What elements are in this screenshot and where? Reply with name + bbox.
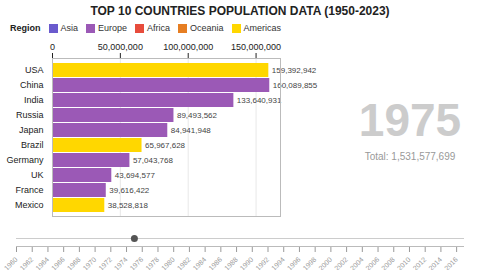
html-text:Americas: Americas: [243, 23, 282, 33]
svg-text:43,694,577: 43,694,577: [115, 171, 156, 180]
svg-text:1978: 1978: [144, 256, 160, 270]
svg-text:1962: 1962: [19, 256, 35, 270]
svg-text:1994: 1994: [270, 256, 286, 270]
svg-text:1986: 1986: [207, 256, 223, 270]
svg-text:Germany: Germany: [6, 155, 44, 165]
svg-text:1968: 1968: [66, 256, 82, 270]
svg-text:1992: 1992: [254, 256, 270, 270]
svg-text:Brazil: Brazil: [21, 140, 44, 150]
svg-text:Russia: Russia: [16, 110, 44, 120]
svg-text:159,392,942: 159,392,942: [272, 66, 317, 75]
svg-text:2014: 2014: [427, 256, 443, 270]
svg-text:Mexico: Mexico: [15, 200, 44, 210]
html-text:Total: 1,531,577,699: Total: 1,531,577,699: [364, 150, 456, 162]
svg-text:133,640,931: 133,640,931: [237, 96, 282, 105]
html-text:Europe: Europe: [98, 23, 127, 33]
svg-text:2006: 2006: [364, 256, 380, 270]
svg-text:1998: 1998: [301, 256, 317, 270]
svg-text:India: India: [24, 95, 44, 105]
svg-text:39,616,422: 39,616,422: [109, 186, 150, 195]
svg-text:1966: 1966: [50, 256, 66, 270]
svg-text:50,000,000: 50,000,000: [98, 42, 143, 52]
svg-text:1988: 1988: [223, 256, 239, 270]
svg-text:89,493,562: 89,493,562: [177, 111, 218, 120]
html-text:1975: 1975: [358, 93, 462, 146]
svg-text:Japan: Japan: [19, 125, 44, 135]
svg-text:84,941,948: 84,941,948: [171, 126, 212, 135]
svg-text:1960: 1960: [3, 256, 19, 270]
svg-text:1972: 1972: [97, 256, 113, 270]
svg-text:2008: 2008: [380, 256, 396, 270]
html-text:Africa: Africa: [147, 23, 171, 33]
svg-text:57,043,768: 57,043,768: [133, 156, 174, 165]
svg-text:1964: 1964: [34, 256, 50, 270]
svg-text:0: 0: [50, 42, 55, 52]
svg-text:UK: UK: [31, 170, 44, 180]
html-text:Oceania: Oceania: [190, 23, 224, 33]
svg-text:2000: 2000: [317, 256, 333, 270]
html-text:Asia: Asia: [60, 23, 78, 33]
svg-text:100,000,000: 100,000,000: [163, 42, 213, 52]
svg-text:2004: 2004: [349, 256, 365, 270]
svg-text:65,967,628: 65,967,628: [145, 141, 186, 150]
html-text:TOP 10 COUNTRIES POPULATION DA: TOP 10 COUNTRIES POPULATION DATA (1950-2…: [90, 4, 390, 18]
svg-text:1982: 1982: [176, 256, 192, 270]
html-text:Region: Region: [10, 23, 41, 33]
svg-text:China: China: [20, 80, 44, 90]
svg-text:1980: 1980: [160, 256, 176, 270]
svg-text:2012: 2012: [412, 256, 428, 270]
svg-text:France: France: [15, 185, 43, 195]
svg-text:1996: 1996: [286, 256, 302, 270]
svg-text:1970: 1970: [81, 256, 97, 270]
svg-text:1990: 1990: [239, 256, 255, 270]
svg-text:150,000,000: 150,000,000: [231, 42, 281, 52]
svg-text:38,528,818: 38,528,818: [108, 201, 149, 210]
svg-text:1974: 1974: [113, 256, 129, 270]
svg-text:2016: 2016: [443, 256, 459, 270]
svg-text:2010: 2010: [396, 256, 412, 270]
svg-text:2002: 2002: [333, 256, 349, 270]
svg-text:160,089,855: 160,089,855: [273, 81, 318, 90]
svg-text:1984: 1984: [191, 256, 207, 270]
svg-text:USA: USA: [25, 65, 44, 75]
svg-text:1976: 1976: [129, 256, 145, 270]
